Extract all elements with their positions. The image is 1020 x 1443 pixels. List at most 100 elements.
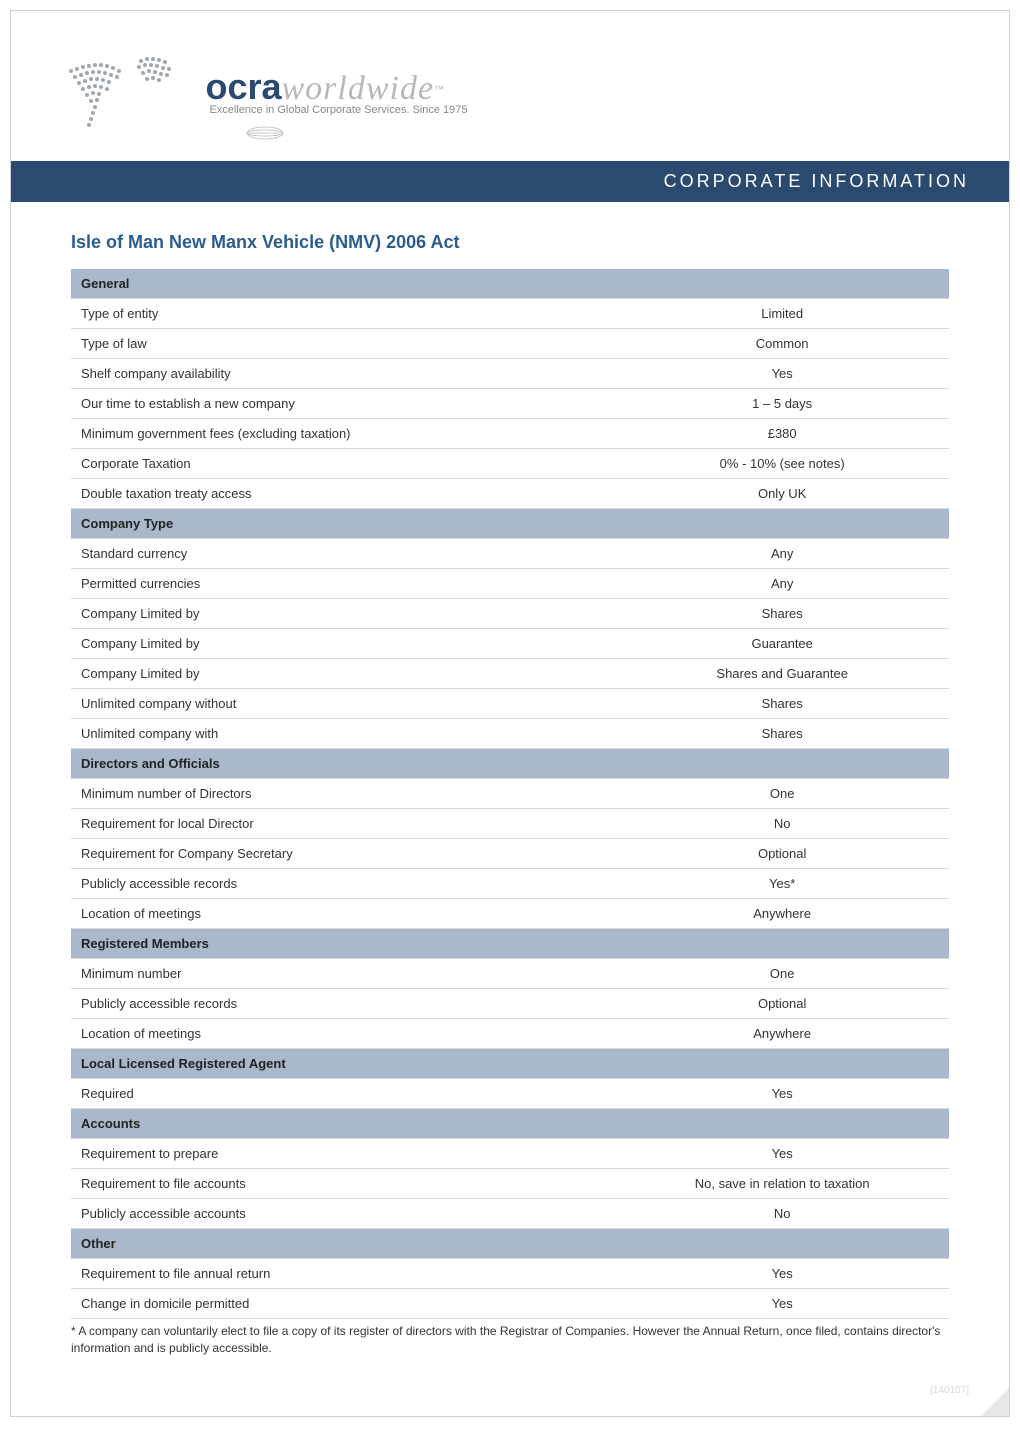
table-row: Location of meetingsAnywhere bbox=[71, 899, 949, 929]
table-row: Requirement to file annual returnYes bbox=[71, 1259, 949, 1289]
row-value: Anywhere bbox=[615, 899, 949, 929]
table-row: Our time to establish a new company1 – 5… bbox=[71, 389, 949, 419]
row-value: One bbox=[615, 959, 949, 989]
table-row: Unlimited company withShares bbox=[71, 719, 949, 749]
content: Isle of Man New Manx Vehicle (NMV) 2006 … bbox=[11, 202, 1009, 1367]
row-label: Corporate Taxation bbox=[71, 449, 615, 479]
table-row: Company Limited byShares bbox=[71, 599, 949, 629]
section-header: Local Licensed Registered Agent bbox=[71, 1049, 949, 1079]
row-value: Optional bbox=[615, 839, 949, 869]
row-value: Yes* bbox=[615, 869, 949, 899]
table-row: Requirement to prepareYes bbox=[71, 1139, 949, 1169]
section-header-label: Accounts bbox=[71, 1109, 949, 1139]
row-label: Minimum number of Directors bbox=[71, 779, 615, 809]
row-label: Publicly accessible records bbox=[71, 989, 615, 1019]
table-row: Requirement for Company SecretaryOptiona… bbox=[71, 839, 949, 869]
table-row: Requirement to file accountsNo, save in … bbox=[71, 1169, 949, 1199]
row-value: £380 bbox=[615, 419, 949, 449]
row-value: Any bbox=[615, 569, 949, 599]
row-label: Type of law bbox=[71, 329, 615, 359]
section-header: Registered Members bbox=[71, 929, 949, 959]
row-value: No bbox=[615, 1199, 949, 1229]
logo-tm: ™ bbox=[434, 85, 444, 96]
row-label: Our time to establish a new company bbox=[71, 389, 615, 419]
section-header-label: Company Type bbox=[71, 509, 949, 539]
row-label: Standard currency bbox=[71, 539, 615, 569]
table-row: Type of entityLimited bbox=[71, 299, 949, 329]
row-label: Unlimited company with bbox=[71, 719, 615, 749]
logo-brand-bold: ocra bbox=[205, 66, 281, 107]
row-label: Requirement for Company Secretary bbox=[71, 839, 615, 869]
page-corner-fold bbox=[981, 1388, 1009, 1416]
table-row: Permitted currenciesAny bbox=[71, 569, 949, 599]
section-header: Other bbox=[71, 1229, 949, 1259]
logo-text: ocraworldwide™ Excellence in Global Corp… bbox=[205, 66, 467, 149]
row-value: Shares bbox=[615, 689, 949, 719]
row-label: Publicly accessible records bbox=[71, 869, 615, 899]
row-value: No, save in relation to taxation bbox=[615, 1169, 949, 1199]
table-row: Publicly accessible accountsNo bbox=[71, 1199, 949, 1229]
world-map-icon bbox=[51, 41, 191, 156]
row-label: Location of meetings bbox=[71, 899, 615, 929]
row-value: Optional bbox=[615, 989, 949, 1019]
table-row: Company Limited byShares and Guarantee bbox=[71, 659, 949, 689]
row-value: Common bbox=[615, 329, 949, 359]
page-container: ocraworldwide™ Excellence in Global Corp… bbox=[10, 10, 1010, 1417]
table-row: Corporate Taxation0% - 10% (see notes) bbox=[71, 449, 949, 479]
row-value: Any bbox=[615, 539, 949, 569]
row-value: Only UK bbox=[615, 479, 949, 509]
logo-area: ocraworldwide™ Excellence in Global Corp… bbox=[11, 11, 1009, 161]
row-value: Yes bbox=[615, 1139, 949, 1169]
row-value: Anywhere bbox=[615, 1019, 949, 1049]
row-label: Requirement to file accounts bbox=[71, 1169, 615, 1199]
section-header-label: Directors and Officials bbox=[71, 749, 949, 779]
banner: CORPORATE INFORMATION bbox=[11, 161, 1009, 202]
table-row: Minimum number of DirectorsOne bbox=[71, 779, 949, 809]
table-row: Publicly accessible recordsYes* bbox=[71, 869, 949, 899]
row-label: Unlimited company without bbox=[71, 689, 615, 719]
table-row: RequiredYes bbox=[71, 1079, 949, 1109]
table-row: Shelf company availabilityYes bbox=[71, 359, 949, 389]
row-value: Shares bbox=[615, 599, 949, 629]
row-label: Company Limited by bbox=[71, 629, 615, 659]
row-label: Double taxation treaty access bbox=[71, 479, 615, 509]
table-row: Location of meetingsAnywhere bbox=[71, 1019, 949, 1049]
row-value: Yes bbox=[615, 1289, 949, 1319]
info-table: GeneralType of entityLimitedType of lawC… bbox=[71, 269, 949, 1319]
row-label: Requirement for local Director bbox=[71, 809, 615, 839]
table-row: Minimum numberOne bbox=[71, 959, 949, 989]
section-header: Directors and Officials bbox=[71, 749, 949, 779]
row-label: Minimum government fees (excluding taxat… bbox=[71, 419, 615, 449]
table-row: Unlimited company withoutShares bbox=[71, 689, 949, 719]
logo-tagline: Excellence in Global Corporate Services.… bbox=[209, 104, 467, 116]
logo-brand-light: worldwide bbox=[282, 70, 435, 107]
row-label: Type of entity bbox=[71, 299, 615, 329]
row-value: Yes bbox=[615, 1079, 949, 1109]
row-value: One bbox=[615, 779, 949, 809]
table-row: Minimum government fees (excluding taxat… bbox=[71, 419, 949, 449]
page-title: Isle of Man New Manx Vehicle (NMV) 2006 … bbox=[71, 232, 949, 253]
row-label: Requirement to prepare bbox=[71, 1139, 615, 1169]
row-value: 1 – 5 days bbox=[615, 389, 949, 419]
section-header-label: Registered Members bbox=[71, 929, 949, 959]
row-label: Change in domicile permitted bbox=[71, 1289, 615, 1319]
row-value: Shares bbox=[615, 719, 949, 749]
row-label: Location of meetings bbox=[71, 1019, 615, 1049]
row-label: Publicly accessible accounts bbox=[71, 1199, 615, 1229]
table-row: Company Limited byGuarantee bbox=[71, 629, 949, 659]
banner-text: CORPORATE INFORMATION bbox=[664, 171, 969, 191]
row-value: Limited bbox=[615, 299, 949, 329]
table-row: Publicly accessible recordsOptional bbox=[71, 989, 949, 1019]
row-label: Required bbox=[71, 1079, 615, 1109]
doc-id: [140107] bbox=[11, 1385, 1009, 1396]
row-value: No bbox=[615, 809, 949, 839]
row-value: Yes bbox=[615, 1259, 949, 1289]
section-header-label: General bbox=[71, 269, 949, 299]
globe-lines-icon bbox=[245, 122, 467, 149]
table-row: Standard currencyAny bbox=[71, 539, 949, 569]
row-label: Shelf company availability bbox=[71, 359, 615, 389]
section-header-label: Local Licensed Registered Agent bbox=[71, 1049, 949, 1079]
row-label: Company Limited by bbox=[71, 599, 615, 629]
table-row: Double taxation treaty accessOnly UK bbox=[71, 479, 949, 509]
table-row: Type of lawCommon bbox=[71, 329, 949, 359]
